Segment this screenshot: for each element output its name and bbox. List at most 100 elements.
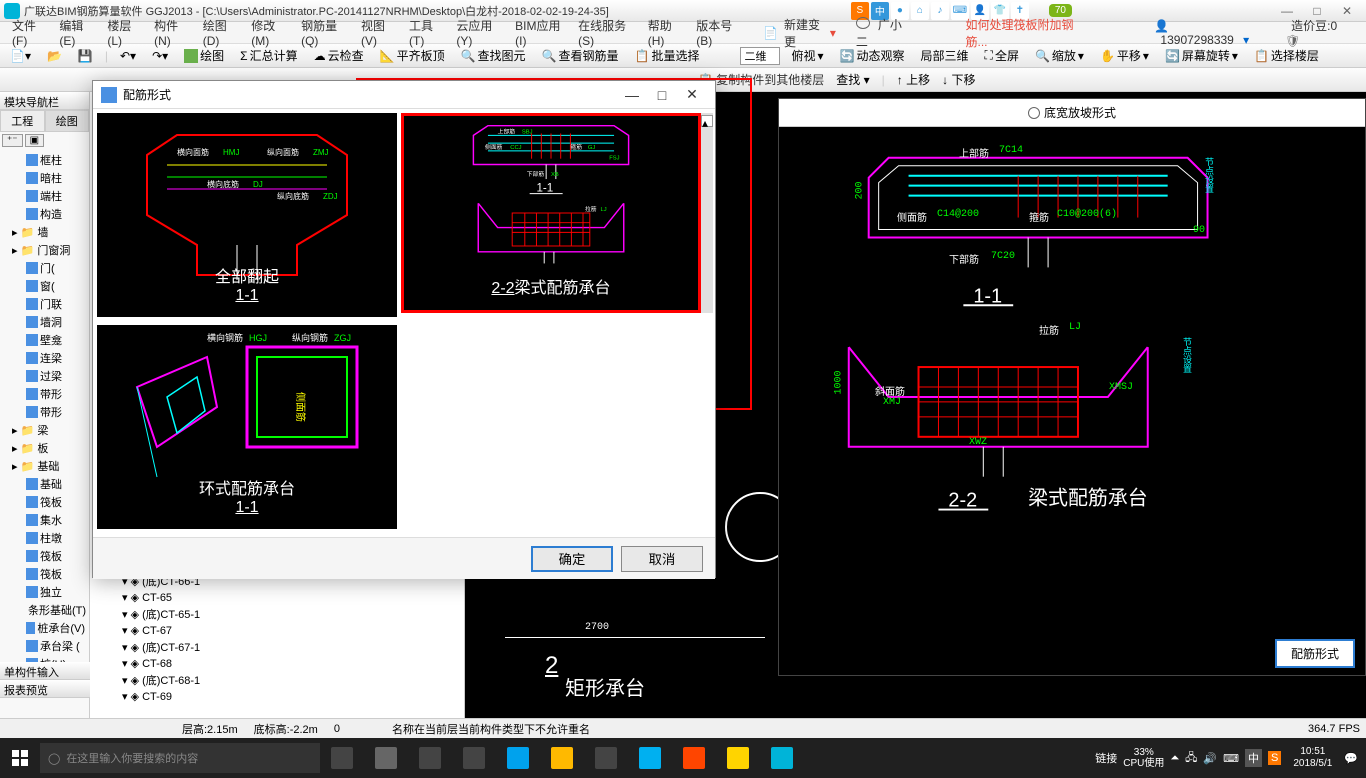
tree-item[interactable]: 壁龛 [2, 331, 87, 349]
tree-item[interactable]: 框柱 [2, 151, 87, 169]
start-button[interactable] [0, 738, 40, 778]
taskbar-app[interactable] [672, 738, 716, 778]
find-element-btn[interactable]: 🔍 查找图元 [457, 47, 530, 64]
tray-link[interactable]: 链接 [1095, 750, 1117, 766]
move-down-btn[interactable]: ↓ 下移 [942, 71, 975, 88]
tree-item[interactable]: ▸ 📁 墙 [2, 223, 87, 241]
tree-item[interactable]: ▸ 📁 梁 [2, 421, 87, 439]
menu-cloud[interactable]: 云应用(Y) [450, 17, 509, 48]
menu-bim[interactable]: BIM应用(I) [509, 17, 572, 48]
thumb-beam-style[interactable]: 上部筋SBJ 侧面筋CCJ 箍筋GJ FSJ 下部筋XB 1-1 拉筋LJ 2-… [401, 113, 701, 313]
select-floor-btn[interactable]: 📋 选择楼层 [1250, 47, 1323, 64]
rotate-btn[interactable]: 🔄 屏幕旋转 ▾ [1161, 47, 1242, 64]
taskbar-app[interactable] [320, 738, 364, 778]
batch-select-btn[interactable]: 📋 批量选择 [631, 47, 704, 64]
ok-button[interactable]: 确定 [531, 546, 613, 572]
taskbar-app[interactable] [628, 738, 672, 778]
user-label[interactable]: 广小二 [850, 16, 920, 50]
pan-btn[interactable]: ✋ 平移 ▾ [1096, 47, 1153, 64]
tree-item[interactable]: 柱墩 [2, 529, 87, 547]
orbit-btn[interactable]: 🔄 动态观察 [836, 47, 909, 64]
list-item[interactable]: ▾ ◈ CT-67 [92, 623, 462, 638]
tray-ime2[interactable]: 中 [1245, 749, 1262, 767]
minimize-icon[interactable]: — [1272, 4, 1302, 18]
help-link[interactable]: 如何处理筏板附加钢筋... [959, 16, 1088, 50]
taskbar-app[interactable] [496, 738, 540, 778]
cpu-meter[interactable]: 33%CPU使用 [1123, 747, 1164, 769]
tree-item[interactable]: 筏板 [2, 565, 87, 583]
tree-item[interactable]: 端柱 [2, 187, 87, 205]
list-item[interactable]: ▾ ◈ (底)CT-67-1 [92, 638, 462, 656]
local3d-btn[interactable]: 局部三维 [917, 47, 973, 64]
save-icon[interactable]: 💾 [74, 49, 97, 63]
tray-vol-icon[interactable]: 🔊 [1203, 752, 1217, 765]
phone-label[interactable]: 👤13907298339 ▾ [1148, 19, 1259, 47]
taskbar-app[interactable] [760, 738, 804, 778]
view-mode-select[interactable]: 二维 [740, 47, 780, 65]
menu-online[interactable]: 在线服务(S) [572, 17, 642, 48]
fullscreen-btn[interactable]: ⛶ 全屏 [981, 47, 1023, 64]
menu-rebar[interactable]: 钢筋量(Q) [295, 17, 355, 48]
tree-item[interactable]: 承台梁 ( [2, 637, 87, 655]
view-rebar-btn[interactable]: 🔍 查看钢筋量 [538, 47, 623, 64]
menu-tools[interactable]: 工具(T) [403, 17, 450, 48]
tree-item[interactable]: 独立 [2, 583, 87, 601]
tray-ime1[interactable]: ⌨ [1223, 752, 1239, 765]
collapse-btn[interactable]: ▣ [25, 134, 44, 147]
tree-item[interactable]: 集水 [2, 511, 87, 529]
tree-item[interactable]: ▸ 📁 门窗洞 [2, 241, 87, 259]
cloud-check-btn[interactable]: ☁ 云检查 [310, 47, 368, 64]
expand-btn[interactable]: ⁺⁻ [2, 134, 23, 147]
tray-net-icon[interactable]: 🖧 [1185, 749, 1197, 768]
list-item[interactable]: ▾ ◈ (底)CT-68-1 [92, 671, 462, 689]
tree-item[interactable]: 条形基础(T) [2, 601, 87, 619]
taskbar-app[interactable] [364, 738, 408, 778]
zoom-btn[interactable]: 🔍 缩放 ▾ [1031, 47, 1088, 64]
menu-floor[interactable]: 楼层(L) [101, 17, 148, 48]
tree-item[interactable]: 构造 [2, 205, 87, 223]
top-view-btn[interactable]: 俯视 ▾ [788, 47, 828, 64]
tree-item[interactable]: 门( [2, 259, 87, 277]
taskbar-search[interactable]: ◯ 在这里输入你要搜索的内容 [40, 743, 320, 773]
copy-component-btn[interactable]: 📋 复制构件到其他楼层 [698, 71, 824, 88]
single-input-tab[interactable]: 单构件输入 [0, 662, 90, 680]
list-item[interactable]: ▾ ◈ CT-68 [92, 656, 462, 671]
tree-item[interactable]: 带形 [2, 403, 87, 421]
open-icon[interactable]: 📂 [43, 49, 66, 63]
menu-modify[interactable]: 修改(M) [245, 17, 295, 48]
draw-btn[interactable]: 绘图 [180, 47, 228, 64]
tree-item[interactable]: 窗( [2, 277, 87, 295]
menu-file[interactable]: 文件(F) [6, 17, 53, 48]
tray-up-icon[interactable]: ⏶ [1170, 752, 1179, 765]
tree-item[interactable]: 基础 [2, 475, 87, 493]
tree-item[interactable]: 筏板 [2, 547, 87, 565]
tab-engineering[interactable]: 工程 [0, 110, 45, 132]
notification-icon[interactable]: 💬 [1344, 752, 1358, 765]
find-btn[interactable]: 查找 ▾ [836, 71, 869, 88]
list-item[interactable]: ▾ ◈ CT-65 [92, 590, 462, 605]
close-icon[interactable]: ✕ [1332, 4, 1362, 18]
new-icon[interactable]: 📄▾ [6, 49, 35, 63]
list-item[interactable]: ▾ ◈ CT-69 [92, 689, 462, 704]
tree-item[interactable]: 过梁 [2, 367, 87, 385]
thumb-ring-style[interactable]: 侧面筋 横向钢筋HGJ 纵向钢筋ZGJ 环式配筋承台1-1 [97, 325, 397, 529]
window-buttons[interactable]: —□✕ [1272, 4, 1362, 18]
dialog-minimize[interactable]: — [617, 87, 647, 103]
report-preview-tab[interactable]: 报表预览 [0, 680, 90, 698]
tab-draw[interactable]: 绘图 [45, 110, 90, 132]
menu-edit[interactable]: 编辑(E) [53, 17, 101, 48]
tree-item[interactable]: 带形 [2, 385, 87, 403]
menu-draw[interactable]: 绘图(D) [197, 17, 246, 48]
thumb-all-turn[interactable]: 横向面筋HMJ 纵向面筋ZMJ 横向底筋DJ 纵向底筋ZDJ 全部翻起1-1 [97, 113, 397, 317]
tree-item[interactable]: 墙洞 [2, 313, 87, 331]
tree-item[interactable]: ▸ 📁 板 [2, 439, 87, 457]
tray-ime3[interactable]: S [1268, 751, 1281, 765]
align-top-btn[interactable]: 📐 平齐板顶 [376, 47, 449, 64]
cancel-button[interactable]: 取消 [621, 546, 703, 572]
tree-item[interactable]: 桩承台(V) [2, 619, 87, 637]
taskbar-app[interactable] [540, 738, 584, 778]
tree-item[interactable]: ▸ 📁 基础 [2, 457, 87, 475]
tree-item[interactable]: 门联 [2, 295, 87, 313]
taskbar-app[interactable] [408, 738, 452, 778]
tree-item[interactable]: 连梁 [2, 349, 87, 367]
